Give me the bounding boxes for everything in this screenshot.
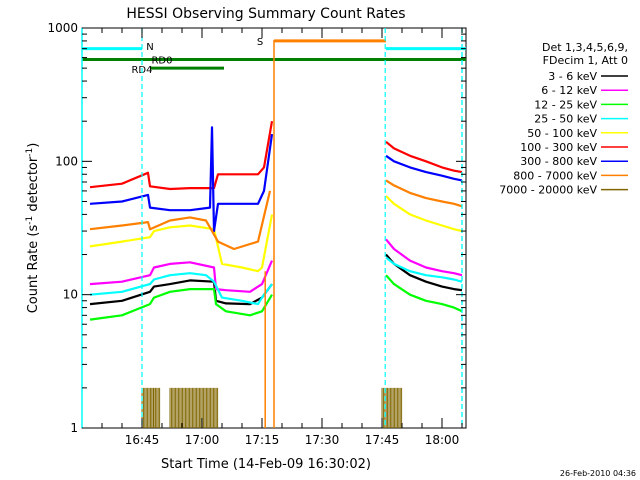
- night-marker-label: N: [146, 42, 153, 53]
- y-axis-label-sup1: -1: [25, 216, 35, 225]
- y-axis-label-sup2: -1: [25, 148, 35, 157]
- series-6-12-kev: [89, 238, 463, 293]
- x-tick-label: 16:45: [125, 433, 160, 447]
- x-axis-label: Start Time (14-Feb-09 16:30:02): [161, 457, 371, 472]
- series-800-7000-kev: [89, 179, 463, 251]
- series-7000-20000-kev: [141, 387, 403, 428]
- series-100-300-kev: [89, 121, 463, 191]
- legend-label: 12 - 25 keV: [534, 98, 597, 111]
- chart-title: HESSI Observing Summary Count Rates: [126, 6, 405, 22]
- y-axis-label: Count Rate (s-1 detector-1): [25, 143, 41, 314]
- legend-label: 50 - 100 keV: [527, 127, 597, 140]
- legend-label: 100 - 300 keV: [520, 141, 597, 154]
- y-tick-label: 100: [55, 154, 78, 168]
- y-axis-label-main: Count Rate (s: [26, 225, 41, 314]
- saa-marker-label: S: [257, 37, 263, 48]
- x-tick-label: 18:00: [425, 433, 460, 447]
- legend-header-line-1: Det 1,3,4,5,6,9,: [542, 41, 628, 54]
- x-tick-label: 17:30: [305, 433, 340, 447]
- y-axis-label-end: ): [26, 143, 41, 148]
- legend-label: 800 - 7000 keV: [513, 169, 597, 182]
- legend-label: 3 - 6 keV: [548, 70, 597, 83]
- y-tick-label: 1000: [47, 21, 78, 35]
- series-50-100-kev: [89, 195, 463, 273]
- legend-label: 6 - 12 keV: [541, 84, 597, 97]
- legend-label: 300 - 800 keV: [520, 155, 597, 168]
- y-tick-label: 10: [63, 288, 78, 302]
- y-tick-label: 1: [70, 421, 78, 435]
- legend: Det 1,3,4,5,6,9, FDecim 1, Att 0 3 - 6 k…: [499, 41, 628, 197]
- series-300-800-kev: [89, 126, 463, 233]
- legend-label: 25 - 50 keV: [534, 113, 597, 126]
- footer-timestamp: 26-Feb-2010 04:36: [560, 469, 636, 478]
- x-tick-label: 17:45: [365, 433, 400, 447]
- legend-header-line-2: FDecim 1, Att 0: [543, 54, 628, 67]
- y-axis-label-mid: detector: [26, 156, 41, 216]
- series-3-6-kev: [89, 253, 463, 306]
- x-tick-label: 17:15: [245, 433, 280, 447]
- y-axis: 1 10 100 1000: [47, 21, 466, 435]
- series-25-50-kev: [89, 256, 463, 306]
- series-12-25-kev: [89, 274, 463, 321]
- x-axis: 16:45 17:00 17:15 17:30 17:45 18:00: [101, 28, 463, 447]
- series-layer: [89, 121, 463, 428]
- status-label-rd0: RD0: [151, 56, 172, 67]
- x-tick-label: 17:00: [185, 433, 220, 447]
- legend-label: 7000 - 20000 keV: [499, 184, 597, 197]
